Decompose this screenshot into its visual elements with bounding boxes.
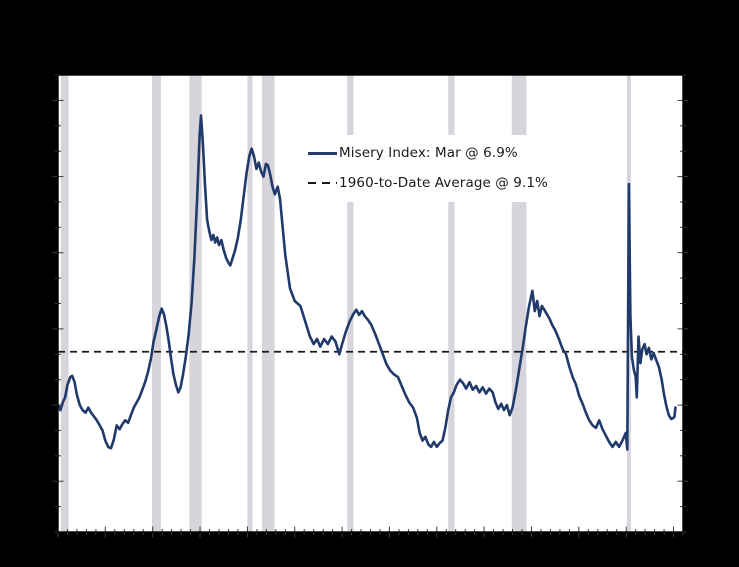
recession-band — [247, 75, 253, 532]
plot-border — [57, 74, 684, 533]
dashed-line-swatch — [308, 182, 337, 184]
misery-index-line — [56, 114, 677, 451]
legend-item-average: 1960-to-Date Average @ 9.1% — [308, 171, 613, 195]
legend-label-average: 1960-to-Date Average @ 9.1% — [339, 175, 548, 191]
recession-band — [60, 75, 69, 532]
recession-band — [151, 75, 162, 532]
recession-band — [347, 75, 354, 532]
legend-label-misery-index: Misery Index: Mar @ 6.9% — [339, 145, 518, 161]
recession-band — [448, 75, 455, 532]
recession-band — [261, 75, 275, 532]
chart-legend: Misery Index: Mar @ 6.9% 1960-to-Date Av… — [302, 135, 613, 202]
solid-line-swatch — [308, 151, 337, 155]
legend-item-misery-index: Misery Index: Mar @ 6.9% — [308, 141, 613, 165]
